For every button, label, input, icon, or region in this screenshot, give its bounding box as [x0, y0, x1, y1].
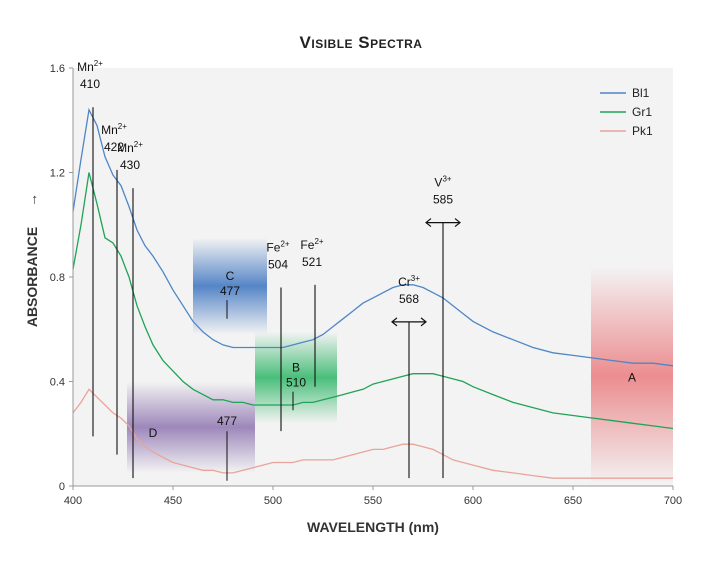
chart-title: Visible Spectra [300, 33, 423, 52]
y-tick-label: 0.8 [50, 272, 65, 284]
band-label-b: B [292, 361, 300, 375]
peak-wavelength: 504 [268, 257, 288, 271]
series-line-bl1 [72, 107, 674, 367]
axes: 400 450 500 550 600 650 700 0 0.4 0.8 1.2 1.6 [50, 63, 682, 507]
spectra-lines [72, 107, 674, 479]
x-tick-label: 450 [164, 495, 182, 507]
band-letter-d: D [149, 426, 158, 440]
legend: Bl1 Gr1 Pk1 [600, 86, 653, 138]
band-value-d: 477 [217, 414, 237, 428]
peak-wavelength: 410 [80, 77, 100, 91]
x-tick-label: 500 [264, 495, 282, 507]
band-label-c: C [226, 269, 235, 283]
y-tick-label: 0.4 [50, 377, 65, 389]
y-axis-arrow: → [24, 193, 40, 207]
legend-label-pk1: Pk1 [632, 124, 653, 138]
legend-label-bl1: Bl1 [632, 86, 650, 100]
series-line-pk1 [72, 388, 673, 479]
y-axis-title-group: ABSORBANCE → [24, 193, 40, 327]
band-d [127, 381, 255, 473]
arrow-left-head [391, 317, 398, 327]
arrow-right-head [420, 317, 427, 327]
y-tick-label: 1.6 [50, 63, 65, 75]
peak-wavelength: 585 [433, 193, 453, 207]
peak-mn-430: Mn2+430 [117, 140, 143, 479]
peak-wavelength: 521 [302, 255, 322, 269]
band-value-b: 510 [286, 376, 306, 390]
peak-wavelength: 422 [104, 140, 124, 154]
absorption-bands [127, 237, 673, 486]
x-tick-label: 700 [664, 495, 682, 507]
legend-label-gr1: Gr1 [632, 105, 652, 119]
peak-wavelength: 568 [399, 292, 419, 306]
band-a [591, 266, 673, 486]
peak-wavelength: 430 [120, 158, 140, 172]
band-c [193, 237, 267, 335]
x-tick-label: 550 [364, 495, 382, 507]
x-tick-label: 650 [564, 495, 582, 507]
y-tick-label: 1.2 [50, 168, 65, 180]
y-axis-title: ABSORBANCE [24, 227, 40, 327]
arrow-right-head [454, 218, 461, 228]
y-tick-label: 0 [59, 481, 65, 493]
x-axis-title: WAVELENGTH (nm) [307, 519, 439, 535]
band-value-c: 477 [220, 284, 240, 298]
x-tick-label: 600 [464, 495, 482, 507]
x-tick-label: 400 [64, 495, 82, 507]
band-label-a: A [628, 370, 636, 384]
arrow-left-head [425, 218, 432, 228]
series-line-gr1 [72, 172, 674, 430]
